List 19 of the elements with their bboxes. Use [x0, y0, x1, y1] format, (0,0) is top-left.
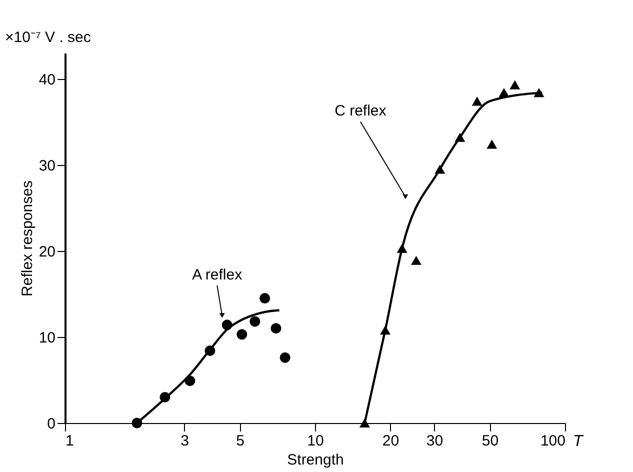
y-tick-label: 30 — [38, 157, 56, 174]
x-tick-label: 10 — [307, 432, 324, 450]
x-tick-label: 3 — [180, 432, 189, 450]
text: T — [573, 433, 584, 450]
x-tick-label: 100 — [540, 432, 566, 450]
x-tick-label: 30 — [426, 432, 444, 450]
y-tick-label: 20 — [38, 243, 56, 260]
y-tick-label: 10 — [38, 329, 56, 346]
y-tick-label: 40 — [38, 71, 56, 88]
annotation: C reflex — [334, 102, 387, 120]
x-tick-label: 1 — [66, 432, 74, 450]
x-tick-label: 20 — [382, 432, 400, 450]
text: ×10⁻⁷ V . sec — [5, 29, 92, 46]
x-axis-title: Strength — [287, 452, 344, 468]
annotation: A reflex — [192, 266, 243, 284]
y-axis-title: Reflex responses — [18, 180, 36, 296]
x-tick-label: 50 — [482, 432, 499, 450]
y-tick-label: 0 — [47, 416, 56, 432]
x-tick-label: 5 — [236, 432, 244, 450]
